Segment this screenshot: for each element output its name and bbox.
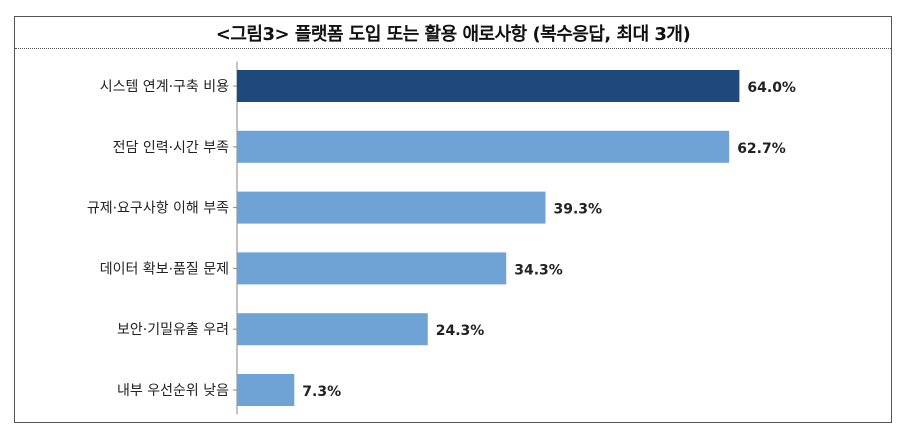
value-label: 34.3% [514,262,563,278]
bar-6 [237,374,295,406]
value-label: 62.7% [737,141,786,157]
category-label: 시스템 연계·구축 비용 [100,79,229,95]
value-label: 39.3% [554,202,603,218]
value-label: 64.0% [747,80,796,96]
category-label: 내부 우선순위 낮음 [117,383,229,399]
bar-3 [237,191,546,224]
category-label: 전담 인력·시간 부족 [113,140,230,156]
bar-4 [237,252,507,285]
chart-title: <그림3> 플랫폼 도입 또는 활용 애로사항 (복수응답, 최대 3개) [215,23,691,45]
category-label: 보안·기밀유출 우려 [117,322,229,338]
value-label: 7.3% [302,384,341,400]
category-label: 규제·요구사항 이해 부족 [87,201,229,217]
bar-1 [237,70,740,102]
bar-5 [237,313,428,346]
value-label: 24.3% [436,323,485,339]
chart-title-bar: <그림3> 플랫폼 도입 또는 활용 애로사항 (복수응답, 최대 3개) [15,17,891,49]
bar-2 [237,130,730,163]
category-label: 데이터 확보·품질 문제 [100,261,229,277]
